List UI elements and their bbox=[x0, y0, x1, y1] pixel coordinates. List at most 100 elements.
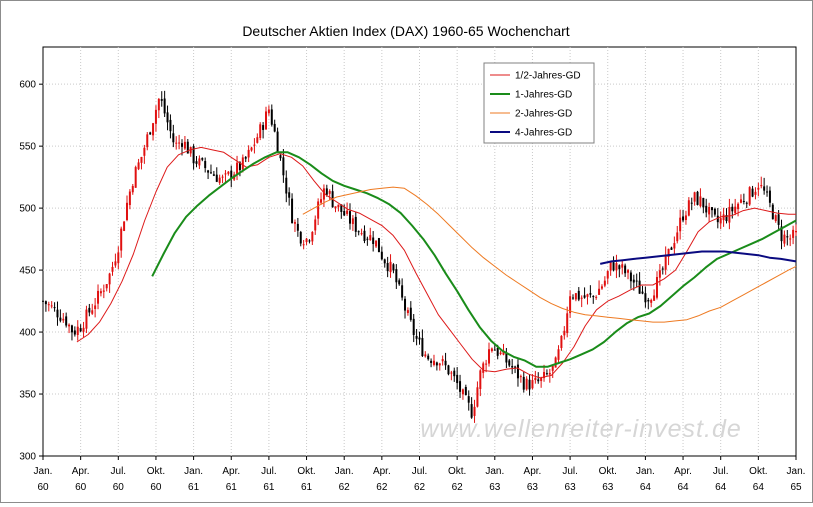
candle-body bbox=[212, 174, 215, 176]
candle-body bbox=[589, 293, 592, 295]
candle-body bbox=[409, 307, 412, 320]
candle-body bbox=[655, 277, 658, 298]
candle-body bbox=[673, 243, 676, 249]
weekly-candle bbox=[73, 326, 76, 337]
legend-label: 4-Jahres-GD bbox=[515, 128, 572, 139]
candle-body bbox=[493, 349, 496, 351]
candle-body bbox=[545, 373, 548, 375]
candle-body bbox=[699, 196, 702, 207]
candle-body bbox=[62, 318, 65, 321]
candle-body bbox=[247, 149, 250, 158]
weekly-candle bbox=[754, 187, 757, 200]
candle-body bbox=[664, 254, 667, 270]
weekly-candle bbox=[661, 266, 664, 275]
x-tick-year: 64 bbox=[753, 482, 765, 493]
weekly-candle bbox=[305, 237, 308, 246]
weekly-candle bbox=[262, 122, 265, 139]
candle-body bbox=[259, 124, 262, 138]
weekly-candle bbox=[392, 263, 395, 274]
weekly-candle bbox=[540, 376, 543, 388]
watermark-text: www.wellenreiter-invest.de bbox=[420, 415, 742, 443]
weekly-candle bbox=[299, 230, 302, 247]
weekly-candle bbox=[499, 350, 502, 356]
candle-body bbox=[73, 330, 76, 335]
series-line bbox=[302, 186, 797, 323]
weekly-candle bbox=[68, 323, 71, 334]
weekly-candle bbox=[117, 246, 120, 270]
x-tick-month: Okt. bbox=[448, 466, 466, 477]
candle-body bbox=[337, 204, 340, 208]
candle-body bbox=[415, 336, 418, 339]
candle-body bbox=[745, 202, 748, 204]
candle-body bbox=[728, 206, 731, 223]
candle-body bbox=[476, 387, 479, 407]
weekly-candle bbox=[490, 347, 493, 353]
candle-body bbox=[386, 263, 389, 272]
weekly-candle bbox=[380, 246, 383, 261]
candle-body bbox=[792, 229, 795, 238]
candle-body bbox=[450, 372, 453, 374]
candle-body bbox=[308, 240, 311, 242]
candle-body bbox=[711, 207, 714, 211]
weekly-candle bbox=[684, 210, 687, 225]
weekly-candle bbox=[699, 188, 702, 208]
weekly-candle bbox=[401, 278, 404, 301]
candle-body bbox=[305, 238, 308, 243]
candle-body bbox=[192, 146, 195, 164]
candle-body bbox=[453, 370, 456, 377]
weekly-candle bbox=[250, 146, 253, 152]
candle-body bbox=[377, 238, 380, 253]
candle-body bbox=[612, 262, 615, 271]
weekly-candle bbox=[742, 193, 745, 205]
weekly-candle bbox=[571, 294, 574, 300]
weekly-candle bbox=[204, 157, 207, 173]
candle-body bbox=[230, 170, 233, 179]
candle-body bbox=[108, 273, 111, 285]
candle-body bbox=[528, 379, 531, 390]
candle-body bbox=[690, 202, 693, 204]
weekly-candle bbox=[722, 207, 725, 227]
candle-body bbox=[149, 132, 152, 135]
weekly-candle bbox=[128, 189, 131, 210]
weekly-candle bbox=[76, 320, 79, 341]
candle-body bbox=[82, 327, 85, 332]
weekly-candle bbox=[143, 144, 146, 164]
weekly-candle bbox=[348, 203, 351, 230]
candle-body bbox=[389, 261, 392, 273]
candle-body bbox=[76, 326, 79, 336]
weekly-candle bbox=[273, 119, 276, 133]
weekly-candle bbox=[505, 347, 508, 369]
candle-body bbox=[134, 167, 137, 188]
candle-body bbox=[435, 362, 438, 366]
candle-body bbox=[551, 365, 554, 371]
weekly-candle bbox=[545, 369, 548, 376]
weekly-candle bbox=[430, 358, 433, 368]
candle-body bbox=[421, 338, 424, 357]
candle-body bbox=[737, 203, 740, 210]
candle-body bbox=[560, 335, 563, 349]
weekly-candle bbox=[377, 237, 380, 253]
series-line bbox=[599, 250, 797, 265]
candle-body bbox=[534, 377, 537, 381]
weekly-candle bbox=[146, 132, 149, 151]
weekly-candle bbox=[432, 354, 435, 367]
weekly-candle bbox=[253, 138, 256, 154]
candle-body bbox=[204, 161, 207, 169]
weekly-candle bbox=[459, 374, 462, 398]
weekly-candle bbox=[534, 370, 537, 384]
candle-body bbox=[178, 142, 181, 144]
weekly-candle bbox=[711, 206, 714, 218]
weekly-candle bbox=[398, 278, 401, 286]
weekly-candle bbox=[183, 136, 186, 151]
candle-body bbox=[687, 200, 690, 216]
weekly-candle bbox=[525, 376, 528, 391]
weekly-candle bbox=[366, 236, 369, 246]
candle-body bbox=[473, 406, 476, 416]
weekly-candle bbox=[641, 285, 644, 295]
weekly-candle bbox=[467, 390, 470, 411]
candle-body bbox=[684, 215, 687, 220]
weekly-candle bbox=[557, 345, 560, 363]
candle-body bbox=[207, 170, 210, 173]
weekly-candle bbox=[519, 374, 522, 383]
candle-body bbox=[676, 232, 679, 242]
